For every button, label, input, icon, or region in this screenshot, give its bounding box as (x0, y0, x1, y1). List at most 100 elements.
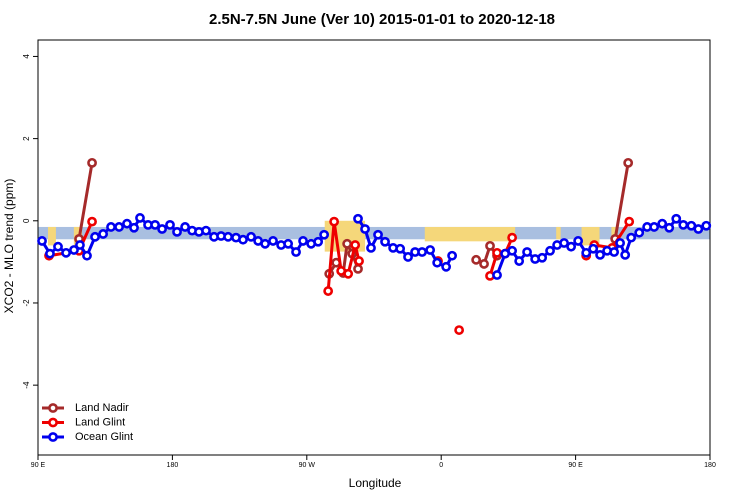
data-point (122, 218, 132, 229)
data-point (581, 247, 592, 258)
data-point (432, 257, 443, 268)
data-point (573, 236, 584, 246)
legend-marker (48, 403, 58, 413)
data-point (201, 225, 211, 236)
data-point (417, 247, 427, 257)
data-point (172, 226, 182, 237)
data-point (283, 238, 294, 249)
data-point (624, 216, 635, 227)
data-point (87, 216, 97, 227)
data-point (485, 240, 495, 251)
data-point (354, 256, 364, 266)
data-point (479, 259, 489, 269)
data-point (373, 229, 383, 240)
data-point (135, 213, 145, 223)
data-point (545, 245, 555, 256)
data-point (53, 241, 63, 252)
data-point (150, 220, 160, 230)
data-point (353, 263, 363, 274)
data-point (649, 222, 660, 232)
data-point (319, 229, 330, 240)
legend-label: Land Nadir (75, 402, 129, 414)
data-point (522, 247, 532, 257)
data-point (291, 247, 301, 257)
data-point (620, 249, 631, 260)
data-point (246, 231, 256, 242)
chart-title: 2.5N-7.5N June (Ver 10) 2015-01-01 to 20… (209, 11, 555, 28)
land-region (556, 226, 561, 240)
data-point (313, 236, 324, 247)
x-tick-label: 90 E (568, 462, 583, 469)
land-region (424, 226, 516, 242)
data-point (343, 268, 354, 279)
data-point (106, 222, 116, 232)
legend-label: Ocean Glint (75, 431, 133, 443)
data-point (61, 247, 71, 258)
data-point (403, 252, 413, 262)
legend-marker (48, 417, 58, 428)
data-point (223, 231, 234, 242)
data-point (537, 252, 548, 263)
data-point (342, 238, 353, 249)
data-point (165, 220, 175, 230)
data-point (693, 224, 704, 234)
data-point (609, 247, 620, 257)
data-point (447, 250, 458, 261)
legend-label: Land Glint (75, 416, 125, 428)
data-point (98, 229, 109, 239)
y-tick-label: -2 (22, 299, 31, 307)
data-point (37, 236, 47, 246)
plot-frame (37, 39, 711, 456)
data-point (380, 236, 390, 247)
series-line (77, 162, 630, 278)
data-point (454, 325, 465, 335)
data-point (664, 222, 675, 233)
data-point (671, 213, 682, 224)
data-point (353, 213, 363, 224)
data-point (366, 243, 376, 253)
y-tick-label: 0 (22, 218, 31, 223)
x-tick-label: 90 E (31, 462, 46, 469)
data-point (566, 241, 577, 252)
x-tick-label: 0 (439, 462, 443, 469)
data-point (114, 222, 124, 232)
data-point (507, 245, 518, 256)
data-point (507, 232, 518, 243)
x-tick-label: 180 (167, 462, 179, 469)
data-point (634, 227, 645, 238)
data-point (425, 245, 436, 255)
data-point (395, 243, 406, 254)
data-point (87, 157, 97, 168)
x-axis-label: Longitude (349, 476, 402, 490)
data-point (492, 247, 502, 258)
data-point (75, 240, 85, 250)
data-point (595, 249, 605, 260)
data-point (441, 261, 452, 272)
data-point (588, 243, 599, 254)
data-point (180, 222, 190, 232)
data-point (657, 218, 668, 229)
data-point (514, 256, 525, 266)
land-region (48, 226, 56, 246)
data-point (268, 236, 278, 246)
data-point (45, 248, 55, 259)
data-point (323, 286, 334, 296)
data-point (615, 238, 626, 248)
data-point (157, 224, 167, 234)
data-point (350, 240, 361, 250)
data-point (623, 157, 634, 168)
data-point (238, 234, 248, 245)
y-tick-label: 4 (22, 54, 31, 59)
data-point (69, 245, 79, 255)
data-point (626, 232, 637, 243)
data-point (298, 236, 308, 246)
y-tick-label: -4 (22, 381, 31, 389)
data-point (559, 238, 570, 248)
x-tick-label: 90 W (299, 462, 316, 469)
data-point (492, 270, 502, 280)
data-point (329, 216, 340, 227)
data-point (701, 220, 712, 231)
y-tick-label: 2 (22, 136, 31, 141)
data-point (129, 222, 139, 233)
